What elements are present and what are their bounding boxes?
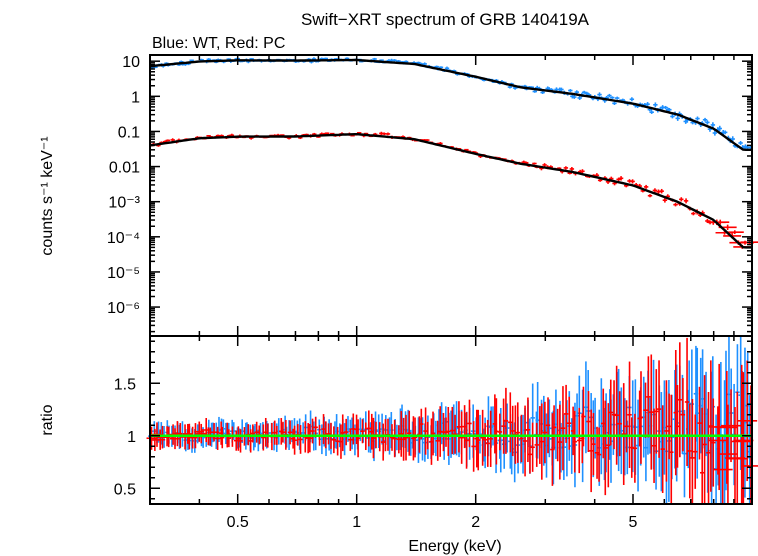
bottom-panel: [146, 335, 758, 505]
y-tick-label: 10⁻⁴: [107, 230, 140, 247]
bottom-data-layer: [146, 336, 758, 504]
y-tick-label: 1: [127, 429, 136, 446]
x-tick-label: 2: [471, 514, 480, 531]
y-tick-label: 0.5: [114, 481, 136, 498]
bottom-y-axis-label: ratio: [39, 404, 56, 435]
wt-model-line: [149, 58, 752, 151]
y-tick-label: 0.01: [109, 160, 140, 177]
y-tick-label: 10⁻³: [108, 195, 140, 212]
x-tick-label: 0.5: [227, 514, 249, 531]
x-tick-label: 1: [352, 514, 361, 531]
top-y-axis-label: counts s⁻¹ keV⁻¹: [39, 136, 56, 255]
pc-ratio-series: [146, 337, 758, 504]
tick-label-layer: 0.5 1 2 5 10 1 0.1 0.01 10⁻³ 10⁻⁴ 10⁻⁵ 10⁻⁶ 0.5 1 1.5: [107, 54, 638, 531]
y-tick-label: 0.1: [118, 124, 140, 141]
y-tick-label: 10: [122, 54, 140, 71]
bottom-panel-frame: [149, 335, 753, 505]
top-panel: [149, 54, 758, 337]
y-tick-label: 1: [131, 89, 140, 106]
y-tick-label: 1.5: [114, 376, 136, 393]
x-axis-label: Energy (keV): [408, 538, 501, 555]
top-data-layer: [149, 57, 758, 249]
pc-model-line: [149, 133, 752, 249]
wt-ratio-series: [148, 336, 752, 504]
chart-title: Swift−XRT spectrum of GRB 140419A: [301, 10, 590, 29]
chart-subtitle: Blue: WT, Red: PC: [152, 35, 285, 52]
y-tick-label: 10⁻⁶: [107, 300, 140, 317]
x-tick-label: 5: [629, 514, 638, 531]
y-tick-label: 10⁻⁵: [107, 265, 140, 282]
